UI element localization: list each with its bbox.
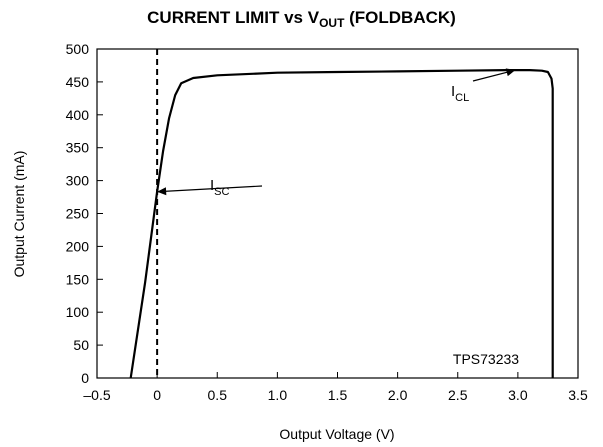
- x-tick-label: 1.0: [268, 387, 288, 403]
- annotation-label: ISC: [210, 177, 230, 198]
- annotation-arrowhead: [157, 187, 167, 196]
- chart-title-subscript: OUT: [319, 16, 345, 30]
- annotation-label: ICL: [451, 83, 469, 104]
- x-tick-label: 3.0: [508, 387, 528, 403]
- x-tick-label: 0: [153, 387, 161, 403]
- y-tick-label: 0: [81, 370, 89, 386]
- annotation-label-subscript: CL: [455, 92, 469, 104]
- icl-annotation: ICL: [451, 68, 516, 104]
- annotation-label-subscript: SC: [214, 186, 229, 198]
- y-tick-label: 200: [66, 238, 90, 254]
- y-tick-label: 300: [66, 173, 90, 189]
- y-tick-label: 150: [66, 271, 90, 287]
- x-tick-label: 1.5: [328, 387, 348, 403]
- annotations: ISC ICL: [157, 68, 516, 198]
- chart-title-suffix: (FOLDBACK): [344, 8, 456, 27]
- x-tick-label: 0.5: [208, 387, 228, 403]
- annotation-arrowhead: [505, 68, 516, 77]
- y-tick-label: 50: [73, 337, 89, 353]
- x-tick-label: –0.5: [83, 387, 110, 403]
- chart-title: CURRENT LIMIT vs VOUT (FOLDBACK): [0, 8, 603, 30]
- x-tick-label: 3.5: [568, 387, 588, 403]
- annotation-leader: [157, 185, 263, 193]
- device-label: TPS73233: [453, 351, 519, 367]
- x-axis-label: Output Voltage (V): [279, 426, 394, 442]
- x-axis: –0.5 0 0.5 1.0 1.5 2.0 2.5 3.0 3.5: [83, 372, 588, 403]
- y-tick-label: 350: [66, 140, 90, 156]
- x-tick-label: 2.0: [388, 387, 408, 403]
- y-tick-label: 400: [66, 107, 90, 123]
- plot-frame: [96, 48, 579, 379]
- y-axis-label: Output Current (mA): [11, 151, 27, 278]
- y-tick-label: 100: [66, 304, 90, 320]
- y-tick-label: 500: [66, 41, 90, 57]
- x-tick-label: 2.5: [448, 387, 468, 403]
- y-axis: 0 50 100 150 200 250 300 350 400 450 500: [66, 41, 103, 386]
- y-tick-label: 450: [66, 74, 90, 90]
- y-tick-label: 250: [66, 206, 90, 222]
- isc-annotation: ISC: [157, 177, 263, 198]
- current-limit-curve: [129, 69, 554, 379]
- chart-title-prefix: CURRENT LIMIT vs V: [147, 8, 320, 27]
